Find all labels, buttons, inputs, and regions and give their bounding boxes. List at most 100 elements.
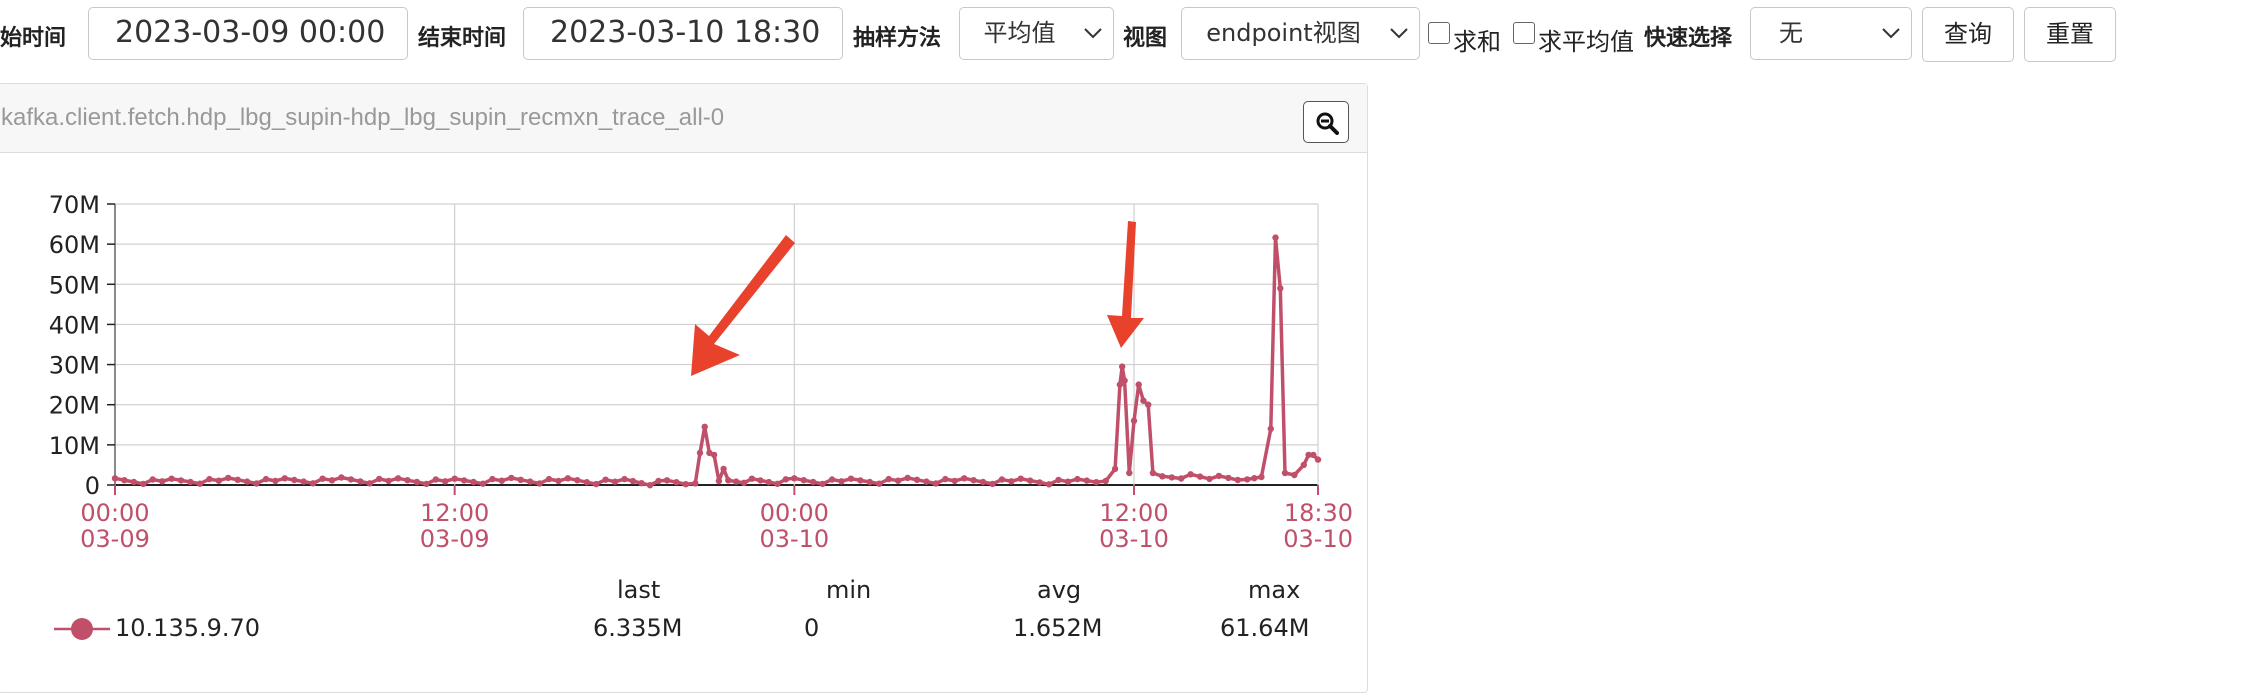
legend-series-max: 61.64M [1220, 614, 1310, 642]
series-point [1168, 474, 1176, 481]
view-select[interactable]: endpoint视图 [1181, 7, 1420, 60]
series-point [291, 476, 298, 484]
series-point [942, 475, 949, 483]
y-tick-label: 40M [49, 311, 100, 339]
series-point [857, 477, 864, 484]
legend-series-name[interactable]: 10.135.9.70 [115, 614, 261, 642]
series-point [629, 477, 637, 485]
series-point [1300, 461, 1308, 469]
reset-button[interactable]: 重置 [2024, 7, 2116, 62]
series-point [1281, 469, 1289, 477]
series-point [159, 478, 166, 485]
series-point [1045, 481, 1053, 488]
series-point [489, 475, 496, 483]
legend-header-max: max [1248, 576, 1301, 604]
series-point [272, 477, 279, 485]
x-tick-date-label: 03-10 [1283, 525, 1353, 553]
series-point [1074, 475, 1081, 483]
sum-checkbox-label: 求和 [1453, 28, 1501, 56]
legend-header-last: last [617, 576, 661, 604]
series-point [470, 478, 477, 486]
series-point [187, 478, 194, 486]
series-point [904, 474, 911, 482]
series-point [1121, 377, 1128, 384]
series-point [979, 478, 987, 486]
series-point [673, 479, 680, 486]
series-point [1102, 477, 1109, 485]
quick-select[interactable]: 无 [1750, 7, 1912, 60]
series-point [442, 478, 449, 485]
y-tick-label: 20M [49, 392, 100, 420]
series-point [1251, 475, 1258, 482]
series-point [740, 479, 748, 486]
series-point [1196, 473, 1204, 480]
series-point [1116, 381, 1124, 388]
series-point [998, 476, 1006, 483]
series-point [253, 480, 260, 487]
end-time-label: 结束时间 [418, 26, 507, 51]
series-point [701, 423, 708, 430]
series-point [225, 474, 232, 482]
query-button[interactable]: 查询 [1922, 7, 2014, 62]
series-point [423, 480, 430, 488]
series-point [638, 480, 645, 487]
series-point [961, 475, 968, 482]
x-axis-ticks: 00:0003-0912:0003-0900:0003-1012:0003-10… [80, 485, 1353, 553]
series-point [394, 475, 402, 482]
series-point [715, 477, 723, 485]
series-point [1187, 471, 1194, 478]
series-point [748, 475, 756, 482]
series-point [682, 481, 689, 488]
series-point [866, 478, 873, 486]
x-tick-label: 18:30 [1284, 499, 1353, 527]
y-tick-label: 60M [49, 231, 100, 259]
sampling-select[interactable]: 平均值 [959, 7, 1114, 60]
series-point [1277, 285, 1284, 292]
x-tick-date-label: 03-09 [80, 525, 150, 553]
x-tick-date-label: 03-10 [1099, 525, 1169, 553]
legend-series-min: 0 [804, 614, 820, 642]
series-point [168, 475, 175, 482]
series-point [555, 477, 562, 485]
series-point [710, 451, 718, 459]
series-point [545, 475, 553, 483]
series-point [1027, 477, 1034, 484]
series-point [234, 476, 241, 483]
average-checkbox[interactable] [1513, 22, 1535, 44]
x-tick-label: 00:00 [760, 499, 829, 527]
end-time-input[interactable]: 2023-03-10 18:30 [523, 7, 843, 60]
x-tick-label: 00:00 [80, 499, 149, 527]
series-point [1145, 401, 1152, 408]
series-point [357, 478, 364, 485]
sum-checkbox[interactable] [1428, 22, 1450, 44]
series-point [1305, 451, 1312, 459]
quick-select-label: 快速选择 [1644, 26, 1733, 51]
series-point [847, 475, 855, 482]
zoom-out-button[interactable] [1303, 101, 1349, 143]
series-point [1314, 456, 1322, 463]
series-point [989, 480, 996, 488]
series-point [413, 478, 421, 486]
start-time-input[interactable]: 2023-03-09 00:00 [88, 7, 408, 60]
chart-panel-title: kafka.client.fetch.hdp_lbg_supin-hdp_lbg… [1, 104, 725, 131]
series-point [1234, 476, 1242, 484]
series-point [885, 475, 892, 483]
series-point [319, 475, 326, 482]
series-point [1126, 469, 1133, 477]
series-point [838, 478, 845, 485]
series-point [121, 477, 128, 484]
series-point [479, 480, 487, 487]
series-point [574, 477, 581, 484]
series-point [1130, 417, 1138, 424]
series-point [527, 478, 534, 485]
series-point [828, 476, 836, 483]
legend-series-marker[interactable] [52, 614, 112, 644]
chevron-down-icon [1882, 28, 1900, 39]
series-point [1258, 473, 1265, 481]
toolbar: 开始时间 2023-03-09 00:00 结束时间 2023-03-10 18… [0, 0, 2252, 72]
series-point [800, 477, 807, 484]
series-point [300, 478, 307, 485]
x-tick-date-label: 03-10 [759, 525, 829, 553]
series-point [696, 449, 704, 457]
